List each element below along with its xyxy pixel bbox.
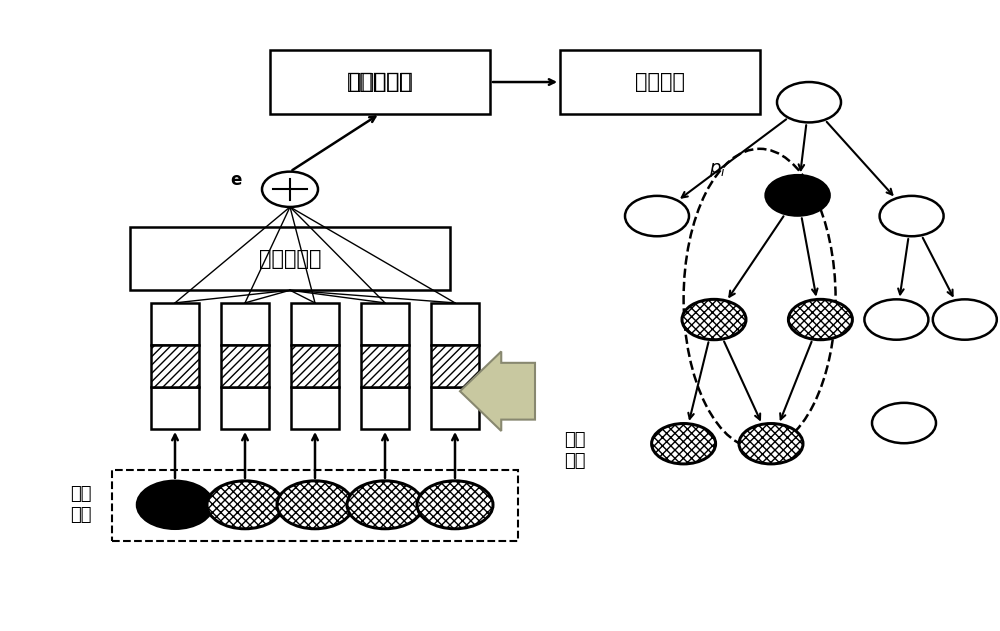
- Bar: [151, 345, 199, 387]
- Circle shape: [872, 403, 936, 443]
- Circle shape: [137, 481, 213, 529]
- FancyBboxPatch shape: [560, 50, 760, 114]
- FancyBboxPatch shape: [221, 303, 269, 345]
- FancyBboxPatch shape: [130, 227, 450, 290]
- FancyBboxPatch shape: [151, 387, 199, 429]
- Circle shape: [262, 172, 318, 207]
- FancyBboxPatch shape: [291, 387, 339, 429]
- Bar: [291, 345, 339, 387]
- Circle shape: [864, 299, 928, 339]
- FancyBboxPatch shape: [221, 387, 269, 429]
- Text: 注意力机制: 注意力机制: [259, 249, 321, 269]
- FancyBboxPatch shape: [151, 303, 199, 345]
- Bar: [291, 345, 339, 387]
- Bar: [151, 345, 199, 387]
- Circle shape: [682, 299, 746, 339]
- Text: $\mathbf{e}$: $\mathbf{e}$: [230, 172, 242, 189]
- Circle shape: [417, 481, 493, 529]
- Bar: [431, 345, 479, 387]
- FancyBboxPatch shape: [361, 387, 409, 429]
- Bar: [221, 345, 269, 387]
- FancyArrow shape: [460, 351, 535, 431]
- Bar: [431, 345, 479, 387]
- FancyBboxPatch shape: [431, 387, 479, 429]
- Text: 节点
嵌入: 节点 嵌入: [70, 485, 92, 524]
- FancyBboxPatch shape: [270, 50, 490, 114]
- Circle shape: [777, 82, 841, 122]
- Circle shape: [347, 481, 423, 529]
- Circle shape: [625, 196, 689, 236]
- Text: 多层感知机: 多层感知机: [349, 72, 411, 92]
- Circle shape: [207, 481, 283, 529]
- Text: $_{SG}$: $_{SG}$: [268, 175, 282, 189]
- Text: 检测结果: 检测结果: [635, 72, 685, 92]
- Bar: [361, 345, 409, 387]
- Text: 多层感知机: 多层感知机: [347, 72, 413, 92]
- Bar: [221, 345, 269, 387]
- FancyBboxPatch shape: [431, 303, 479, 345]
- Circle shape: [652, 423, 716, 464]
- Circle shape: [277, 481, 353, 529]
- FancyBboxPatch shape: [291, 303, 339, 345]
- Bar: [361, 345, 409, 387]
- Circle shape: [788, 299, 852, 339]
- Text: $p_i$: $p_i$: [709, 161, 726, 179]
- FancyBboxPatch shape: [361, 303, 409, 345]
- Circle shape: [739, 423, 803, 464]
- Circle shape: [933, 299, 997, 339]
- Circle shape: [766, 175, 830, 216]
- Text: 子图
采样: 子图 采样: [564, 431, 586, 469]
- Circle shape: [880, 196, 944, 236]
